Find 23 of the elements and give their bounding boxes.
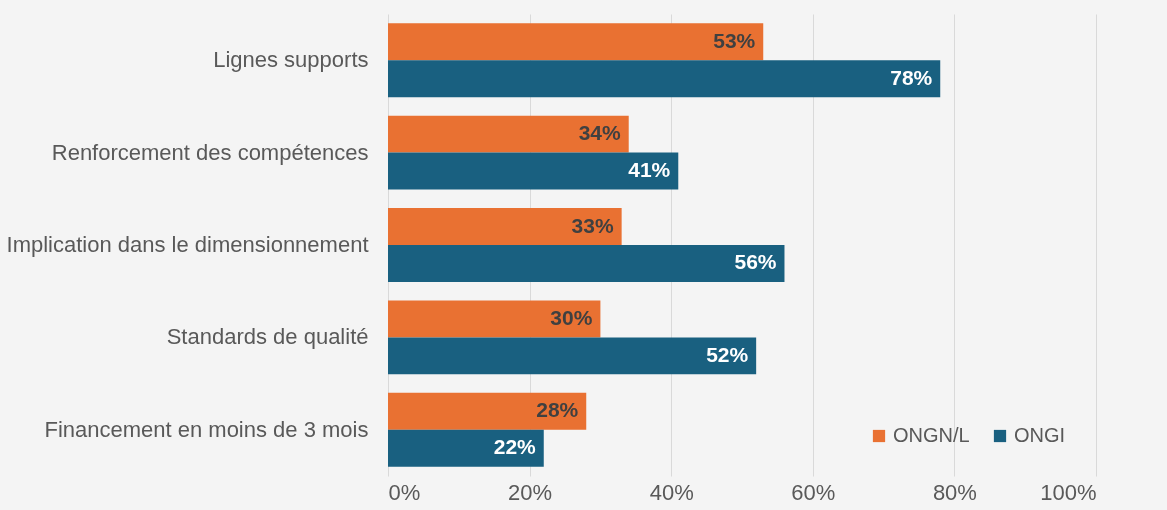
y-tick-label: Standards de qualité bbox=[166, 324, 369, 350]
x-tick-label: 80% bbox=[932, 479, 977, 505]
x-tick-label: 20% bbox=[508, 479, 553, 505]
y-tick-label: Implication dans le dimensionnement bbox=[6, 232, 369, 257]
data-label: 28% bbox=[536, 398, 579, 422]
data-label: 22% bbox=[493, 435, 537, 459]
data-label: 53% bbox=[713, 28, 756, 52]
data-label: 52% bbox=[706, 342, 749, 366]
y-tick-label: Financement en moins de 3 mois bbox=[44, 416, 369, 442]
y-tick-label: Lignes supports bbox=[213, 47, 369, 73]
legend-label: ONGN/L bbox=[893, 424, 970, 446]
data-label: 33% bbox=[571, 213, 614, 237]
data-label: 41% bbox=[628, 158, 671, 182]
data-label: 56% bbox=[734, 250, 777, 274]
x-tick-label: 60% bbox=[791, 479, 836, 505]
data-label: 78% bbox=[890, 65, 933, 89]
x-tick-label: 40% bbox=[649, 479, 694, 505]
legend-label: ONGI bbox=[1014, 424, 1066, 446]
data-label: 34% bbox=[578, 121, 622, 145]
x-tick-label: 100% bbox=[1040, 479, 1097, 505]
y-tick-label: Renforcement des compétences bbox=[51, 139, 369, 165]
data-label: 30% bbox=[550, 305, 593, 329]
x-tick-label: 0% bbox=[388, 479, 421, 505]
